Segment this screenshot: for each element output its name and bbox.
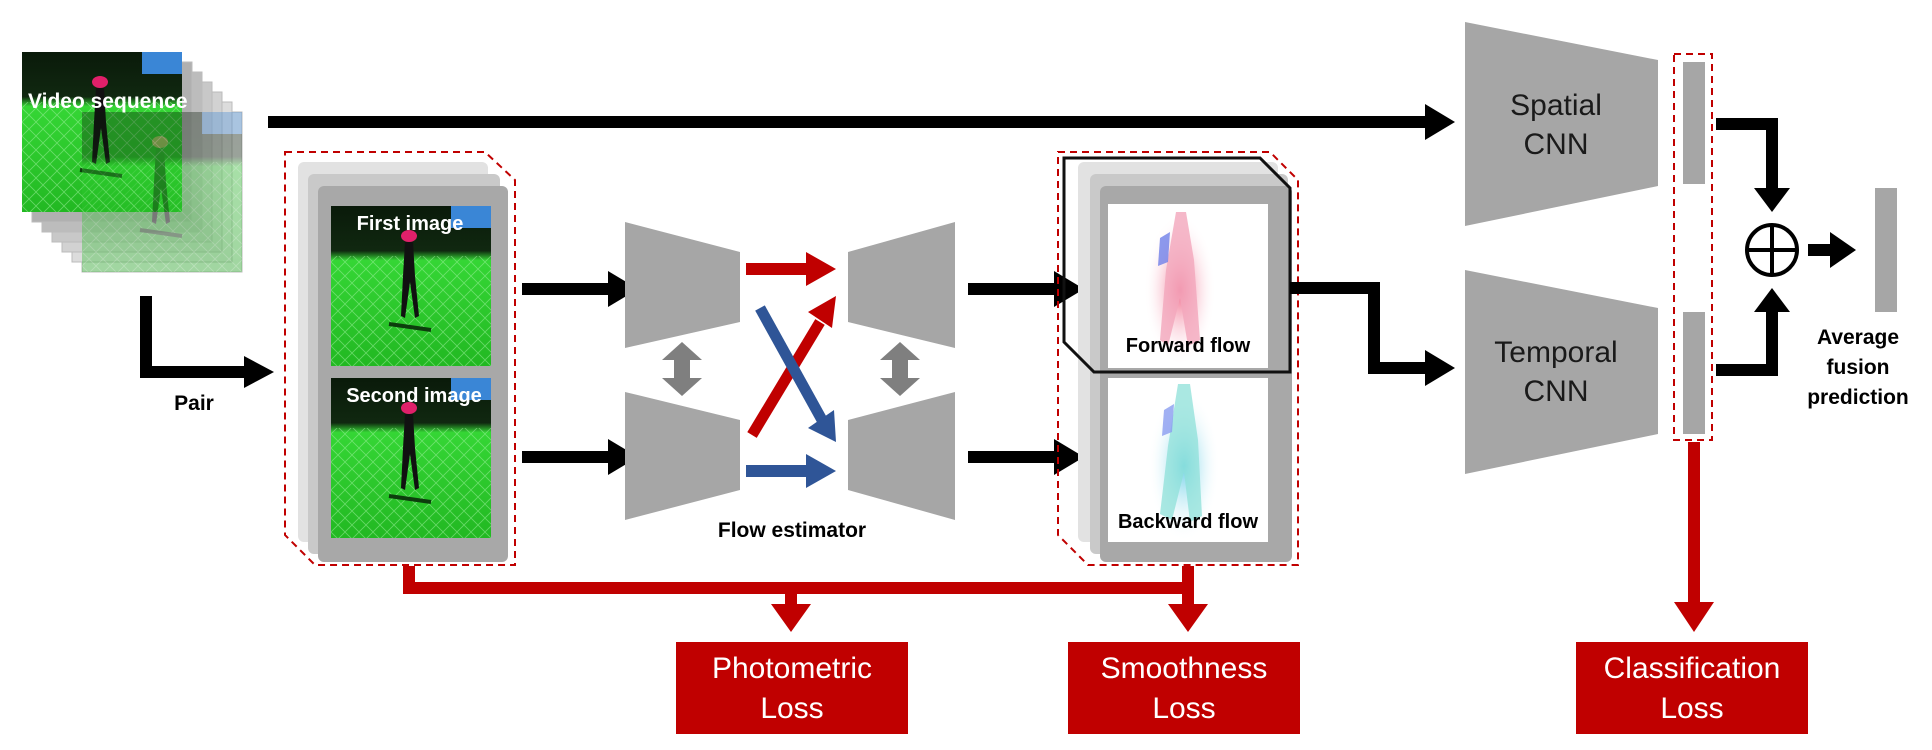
arrow-flow-to-temporal bbox=[1290, 282, 1455, 386]
video-sequence-label: Video sequence bbox=[28, 90, 188, 113]
flow-estimator: Flow estimator bbox=[625, 222, 955, 542]
arrow-pair bbox=[140, 296, 274, 388]
decoder-top bbox=[848, 222, 955, 348]
spatial-prediction-bar bbox=[1683, 62, 1705, 184]
fusion-label-line1: Average bbox=[1817, 326, 1899, 349]
photometric-loss-box: Photometric Loss bbox=[676, 642, 908, 734]
spatial-cnn-line1: Spatial bbox=[1510, 89, 1602, 122]
blue-arrow-straight bbox=[746, 454, 836, 488]
weight-share-arrow-left bbox=[662, 342, 702, 396]
decoder-bottom bbox=[848, 392, 955, 520]
pair-label: Pair bbox=[174, 392, 214, 415]
backward-flow-label: Backward flow bbox=[1118, 511, 1258, 533]
prediction-dashed-box bbox=[1673, 53, 1713, 441]
arrow-spatial-to-fusion bbox=[1716, 118, 1790, 212]
loss-connectors bbox=[403, 442, 1714, 632]
spatial-cnn-line2: CNN bbox=[1524, 128, 1589, 161]
fusion-sum-icon bbox=[1745, 223, 1799, 277]
smoothness-loss-box: Smoothness Loss bbox=[1068, 642, 1300, 734]
temporal-prediction-bar bbox=[1683, 312, 1705, 434]
arrow-video-to-spatial bbox=[268, 104, 1455, 140]
arrow-temporal-to-fusion bbox=[1716, 288, 1790, 376]
forward-flow-label: Forward flow bbox=[1126, 335, 1251, 357]
flow-container: Forward flow Backward flow bbox=[1057, 151, 1299, 566]
arrow-decoder-top-to-flow bbox=[968, 271, 1084, 307]
image-pair-container: First image Second image bbox=[284, 151, 516, 566]
red-arrow-straight bbox=[746, 252, 836, 286]
fusion-label-line2: fusion bbox=[1827, 356, 1890, 379]
red-arrow-diagonal bbox=[747, 296, 836, 438]
encoder-top bbox=[625, 222, 740, 348]
video-sequence-stack: Video sequence bbox=[22, 52, 243, 273]
arrow-second-to-encoder bbox=[522, 439, 638, 475]
final-prediction-bar bbox=[1875, 188, 1897, 312]
arrow-first-to-encoder bbox=[522, 271, 638, 307]
photometric-loss-line1: Photometric bbox=[712, 652, 872, 685]
flow-estimator-label: Flow estimator bbox=[718, 519, 866, 542]
smoothness-loss-line2: Loss bbox=[1152, 692, 1215, 725]
temporal-cnn-line1: Temporal bbox=[1494, 336, 1617, 369]
temporal-cnn-line2: CNN bbox=[1524, 375, 1589, 408]
classification-loss-line2: Loss bbox=[1660, 692, 1723, 725]
spatial-cnn: Spatial CNN bbox=[1465, 22, 1658, 226]
arrow-fusion-to-output bbox=[1808, 232, 1856, 268]
second-image-label: Second image bbox=[346, 385, 482, 407]
temporal-cnn: Temporal CNN bbox=[1465, 270, 1658, 474]
classification-loss-box: Classification Loss bbox=[1576, 642, 1808, 734]
first-image-label: First image bbox=[357, 213, 464, 235]
photometric-loss-line2: Loss bbox=[760, 692, 823, 725]
weight-share-arrow-right bbox=[880, 342, 920, 396]
classification-loss-line1: Classification bbox=[1604, 652, 1781, 685]
blue-arrow-diagonal bbox=[755, 305, 836, 442]
encoder-bottom bbox=[625, 392, 740, 520]
fusion-label-line3: prediction bbox=[1807, 386, 1909, 409]
smoothness-loss-line1: Smoothness bbox=[1101, 652, 1268, 685]
prediction-outputs bbox=[1673, 53, 1713, 441]
arrow-decoder-bottom-to-flow bbox=[968, 439, 1084, 475]
